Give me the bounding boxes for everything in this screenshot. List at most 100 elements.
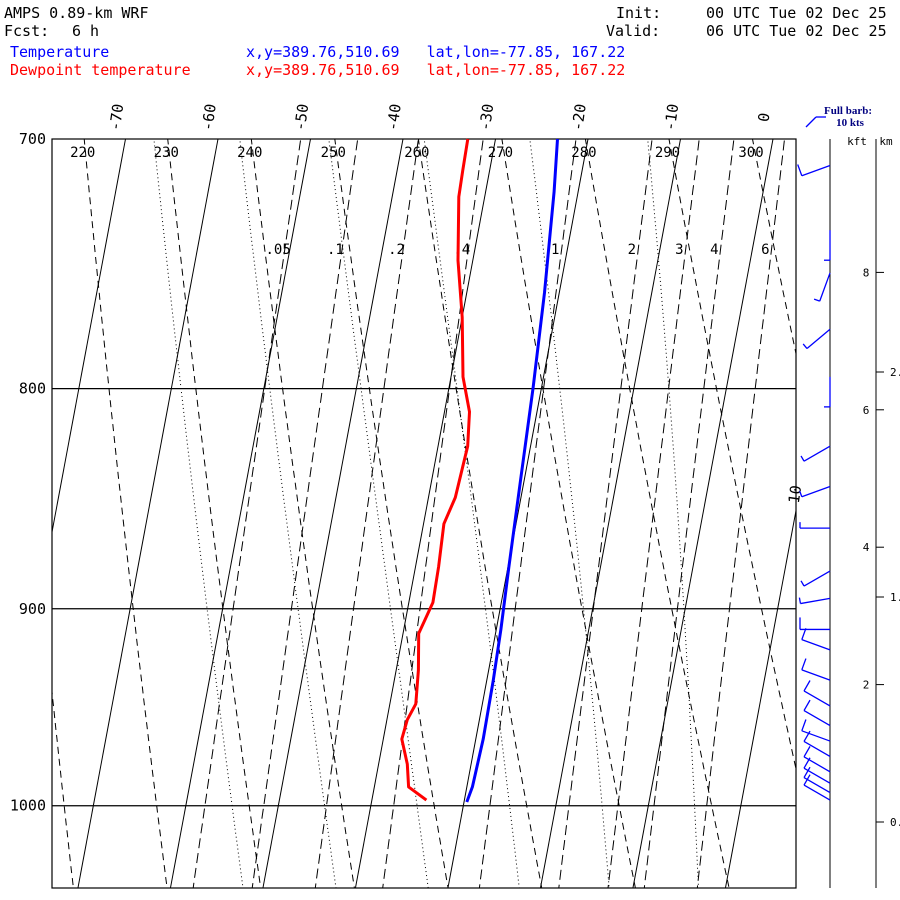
forecast-hour: 6 h — [72, 22, 100, 40]
mixing-ratio-line — [643, 139, 735, 888]
dry-adiabat-290 — [668, 139, 796, 772]
wind-barb-flag — [801, 658, 807, 671]
moist-adiabat-line — [647, 139, 700, 888]
dewpoint-location: x,y=389.76,510.69 lat,lon=-77.85, 167.22 — [246, 61, 626, 79]
wind-barb-staff — [803, 756, 831, 773]
isotherm-line — [52, 139, 127, 535]
dry-adiabat-label: 280 — [571, 145, 596, 161]
mixing-ratio-line — [251, 139, 359, 888]
height-tick-label-kft: 4 — [863, 541, 870, 554]
isotherm-label: -40 — [383, 103, 405, 132]
wind-barb-flag — [803, 774, 811, 786]
isotherm-line — [354, 139, 497, 888]
isobar-label-1000: 1000 — [10, 797, 46, 815]
wind-barb — [797, 164, 831, 177]
isobar-label-900: 900 — [19, 600, 46, 618]
dry-adiabat-260 — [417, 139, 543, 888]
isobar-label-800: 800 — [19, 380, 46, 398]
isotherm-label: -30 — [476, 103, 498, 132]
wind-barb — [824, 376, 831, 408]
dry-adiabat-300 — [751, 139, 796, 357]
wind-barb-flag — [803, 757, 811, 769]
wind-barb — [803, 680, 831, 707]
height-axis-kft-unit: kft — [847, 135, 867, 148]
wind-barb-staff — [806, 328, 831, 350]
dry-adiabat-label: 290 — [655, 145, 680, 161]
isotherm-line — [447, 139, 589, 888]
isotherm-label: -50 — [291, 103, 313, 132]
wind-legend-line2: 10 kts — [836, 117, 865, 129]
isotherm-line — [169, 139, 312, 888]
init-label: Init: — [616, 4, 662, 22]
wind-barb-flag — [802, 343, 808, 349]
moist-adiabat-line — [239, 139, 337, 888]
height-tick-label-kft: 8 — [863, 266, 870, 279]
wind-barb — [803, 730, 831, 758]
mixing-ratio-label: 4 — [710, 242, 718, 258]
wind-barb — [803, 774, 831, 801]
wind-barb-flag — [803, 699, 811, 711]
isotherm-line — [0, 126, 36, 897]
wind-barb — [800, 445, 831, 462]
wind-barb — [803, 746, 831, 773]
wind-barb-staff — [801, 485, 831, 498]
mixing-ratio-label: 1 — [551, 242, 559, 258]
moist-adiabat-line — [153, 139, 244, 888]
wind-barb-flag — [800, 455, 805, 462]
wind-barb — [802, 328, 831, 350]
dry-adiabat-label: 300 — [738, 145, 763, 161]
wind-barb-flag — [803, 730, 811, 742]
init-time: 00 UTC Tue 02 Dec 25 — [706, 4, 887, 22]
wind-barb — [803, 699, 831, 727]
dry-adiabat-label: 250 — [321, 145, 346, 161]
model-title: AMPS 0.89-km WRF — [4, 4, 149, 22]
height-tick-label-kft: 2 — [863, 679, 870, 692]
dewpoint-trace — [400, 138, 471, 802]
dry-adiabat-220 — [83, 139, 168, 888]
wind-barb-flag — [799, 490, 803, 497]
isotherm-label: -10 — [661, 103, 683, 132]
wind-barb-staff — [801, 164, 831, 177]
mixing-ratio-label: 2 — [628, 242, 636, 258]
wind-barb-staff — [803, 740, 831, 758]
height-tick-label-km: 1. — [890, 591, 900, 604]
wind-barb-flag — [797, 164, 803, 176]
wind-legend-line1: Full barb: — [824, 105, 872, 117]
wind-barb-staff — [801, 669, 831, 681]
isotherm-label: -20 — [568, 103, 590, 132]
wind-legend-barb — [805, 116, 817, 128]
dry-adiabat-310 — [833, 126, 900, 897]
mixing-ratio-label: .4 — [453, 242, 470, 258]
dry-adiabat-label: 240 — [237, 145, 262, 161]
mixing-ratio-line — [607, 139, 700, 888]
wind-barb — [813, 272, 831, 302]
mixing-ratio-line — [478, 139, 577, 888]
height-axis-km-unit: km — [879, 135, 893, 148]
dry-adiabat-270 — [501, 139, 636, 888]
wind-barb-staff — [803, 784, 831, 801]
wind-barb — [799, 485, 831, 498]
moist-adiabat-line — [423, 139, 520, 888]
isotherm-line — [816, 126, 900, 897]
dewpoint-legend-label: Dewpoint temperature — [10, 61, 191, 79]
mixing-ratio-label: .2 — [388, 242, 405, 258]
dry-adiabat-210 — [52, 687, 74, 888]
temperature-trace — [465, 138, 559, 803]
wind-barb-staff — [819, 272, 831, 302]
mixing-ratio-label: .05 — [265, 242, 290, 258]
isobar-label-700: 700 — [19, 130, 46, 148]
wind-barb — [798, 597, 831, 605]
wind-barb — [803, 766, 831, 794]
wind-barb-staff — [803, 777, 831, 794]
wind-barb — [801, 628, 831, 651]
dry-adiabat-label: 230 — [154, 145, 179, 161]
mixing-ratio-label: .1 — [327, 242, 344, 258]
wind-barb-staff — [801, 638, 831, 651]
wind-barb-staff — [803, 709, 831, 727]
isotherm-label: 0 — [755, 112, 774, 123]
dry-adiabat-label: 270 — [488, 145, 513, 161]
mixing-ratio-line — [696, 139, 786, 888]
dry-adiabat-230 — [167, 139, 262, 888]
height-tick-label-km: 2. — [890, 366, 900, 379]
